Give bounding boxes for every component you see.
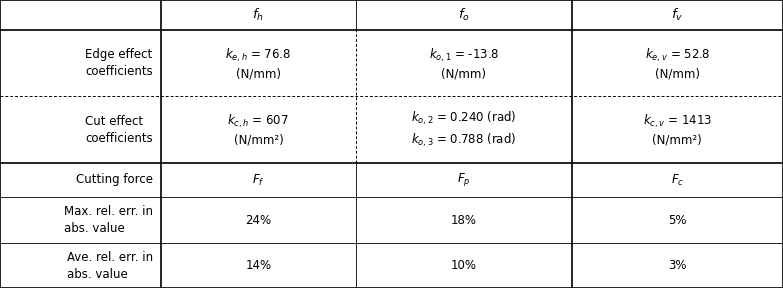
Text: $k_{e,h}$ = 76.8
(N/mm): $k_{e,h}$ = 76.8 (N/mm) [226, 46, 291, 81]
Text: Cutting force: Cutting force [76, 173, 153, 187]
Text: $k_{o,1}$ = -13.8
(N/mm): $k_{o,1}$ = -13.8 (N/mm) [429, 46, 499, 81]
Text: $F_f$: $F_f$ [252, 173, 265, 187]
Text: $k_{o,2}$ = 0.240 (rad)
$k_{o,3}$ = 0.788 (rad): $k_{o,2}$ = 0.240 (rad) $k_{o,3}$ = 0.78… [411, 110, 517, 149]
Text: Edge effect
coefficients: Edge effect coefficients [85, 48, 153, 78]
Text: Ave. rel. err. in
abs. value: Ave. rel. err. in abs. value [67, 251, 153, 281]
Text: $k_{c,v}$ = 1413
(N/mm²): $k_{c,v}$ = 1413 (N/mm²) [643, 112, 712, 147]
Text: $f_o$: $f_o$ [458, 7, 470, 23]
Text: $F_c$: $F_c$ [671, 173, 684, 187]
Text: 3%: 3% [668, 259, 687, 272]
Text: $k_{e,v}$ = 52.8
(N/mm): $k_{e,v}$ = 52.8 (N/mm) [644, 46, 710, 81]
Text: 18%: 18% [451, 214, 477, 227]
Text: 24%: 24% [245, 214, 272, 227]
Text: Max. rel. err. in
abs. value: Max. rel. err. in abs. value [63, 205, 153, 235]
Text: 14%: 14% [245, 259, 272, 272]
Text: 10%: 10% [451, 259, 477, 272]
Text: 5%: 5% [668, 214, 687, 227]
Text: $F_p$: $F_p$ [457, 171, 471, 189]
Text: $f_h$: $f_h$ [252, 7, 265, 23]
Text: $k_{c,h}$ = 607
(N/mm²): $k_{c,h}$ = 607 (N/mm²) [227, 112, 290, 147]
Text: $f_v$: $f_v$ [671, 7, 684, 23]
Text: Cut effect
coefficients: Cut effect coefficients [85, 115, 153, 145]
